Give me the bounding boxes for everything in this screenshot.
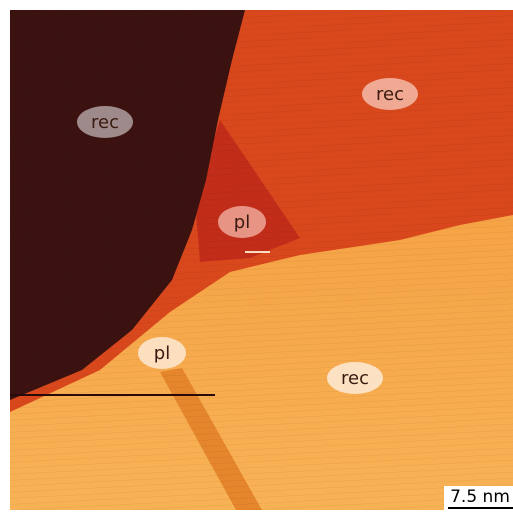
terraces bbox=[10, 10, 513, 510]
label: pl bbox=[154, 343, 170, 364]
label: rec bbox=[376, 84, 404, 105]
micrograph: rec rec pl pl rec 7.5 nm bbox=[0, 0, 513, 516]
label: rec bbox=[91, 112, 119, 133]
page: rec rec pl pl rec 7.5 nm (() => { const … bbox=[0, 0, 513, 516]
scale-bar-label: 7.5 nm bbox=[450, 487, 510, 507]
texture bbox=[10, 10, 513, 510]
scale-bar: 7.5 nm bbox=[444, 486, 513, 512]
label: pl bbox=[234, 212, 250, 233]
label: rec bbox=[341, 368, 369, 389]
